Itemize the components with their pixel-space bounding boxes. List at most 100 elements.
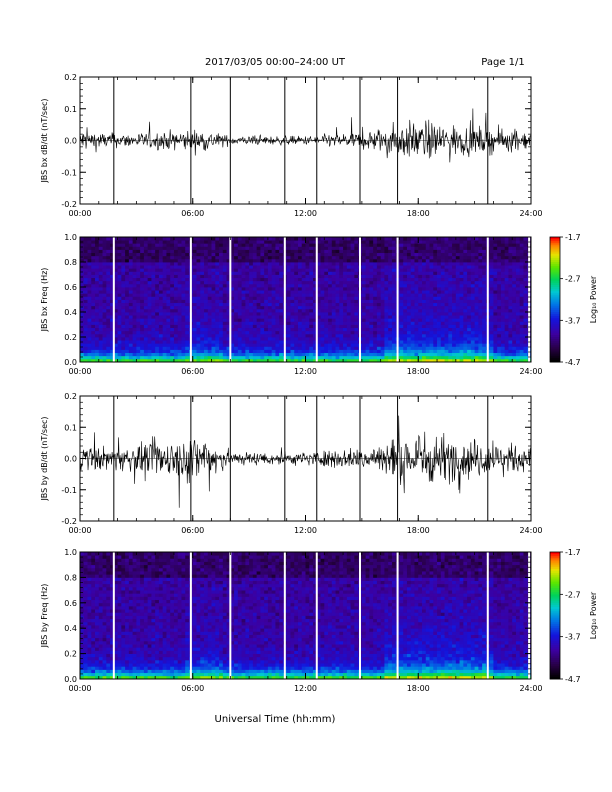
spectrogram-cell [125,352,130,357]
spectrogram-cell [91,330,96,335]
spectrogram-cell [91,265,96,269]
spectrogram-cell [207,302,212,307]
spectrogram-cell [500,277,506,282]
spectrogram-cell [350,352,355,357]
spectrogram-cell [95,315,100,319]
spectrogram-cell [222,246,227,250]
spectrogram-cell [380,346,385,350]
spectrogram-cell [275,318,280,322]
spectrogram-cell [406,355,412,360]
spectrogram-cell [313,305,318,310]
spectrogram-cell [301,333,306,338]
spectrogram-cell [470,340,476,344]
spectrogram-cell [482,340,487,344]
spectrogram-cell [87,302,92,307]
spectrogram-cell [515,268,521,272]
spectrogram-cell [241,271,246,275]
spectrogram-cell [373,352,378,357]
spectrogram-cell [440,280,445,285]
spectrogram-cell [204,355,209,360]
spectrogram-cell [467,255,472,260]
spectrogram-cell [500,302,506,307]
spectrogram-cell [143,290,149,294]
spectrogram-cell [425,268,430,272]
spectrogram-cell [339,293,344,297]
spectrogram-cell [102,337,107,341]
spectrogram-cell [226,340,231,344]
spectrogram-cell [301,237,306,241]
spectrogram-cell [230,293,235,297]
spectrogram-cell [132,255,137,260]
spectrogram-cell [87,340,92,344]
spectrogram-cell [256,302,261,307]
spectrogram-cell [151,290,156,294]
spectrogram-cell [95,333,100,338]
spectrogram-cell [241,299,246,304]
spectrogram-cell [113,346,118,350]
spectrogram-cell [267,324,273,329]
spectrogram-cell [151,296,156,300]
spectrogram-cell [264,268,269,272]
spectrogram-cell [249,349,254,354]
spectrogram-cell [286,262,291,266]
spectrogram-cell [95,274,100,279]
spectrogram-cell [504,249,509,254]
spectrogram-cell [504,237,509,241]
spectrogram-cell [504,271,509,275]
spectrogram-cell [512,277,517,282]
spectrogram-cell [279,324,284,329]
spectrogram-cell [260,330,265,335]
spectrogram-cell [493,337,498,341]
spectrogram-cell [91,249,96,254]
spectrogram-cell [324,258,329,263]
spectrogram-cell [207,305,212,310]
spectrogram-cell [343,240,348,244]
spectrogram-cell [448,271,453,275]
spectrogram-cell [425,271,430,275]
spectrogram-cell [373,305,378,310]
spectrogram-cell [391,324,397,329]
spectrogram-cell [493,255,498,260]
spectrogram-cell [140,302,145,307]
spectrogram-cell [241,321,246,325]
spectrogram-cell [512,293,517,297]
spectrogram-cell [234,271,239,275]
spectrogram-cell [102,299,107,304]
spectrogram-cell [301,271,306,275]
spectrogram-cell [452,340,457,344]
spectrogram-cell [482,333,487,338]
spectrogram-cell [463,327,468,332]
spectrogram-cell [316,327,321,332]
spectrogram-cell [463,255,468,260]
spectrogram-cell [301,258,306,263]
spectrogram-cell [267,358,273,363]
spectrogram-cell [230,271,235,275]
spectrogram-cell [346,318,351,322]
spectrogram-cell [523,343,528,347]
spectrogram-cell [136,346,141,350]
spectrogram-cell [230,352,235,357]
spectrogram-cell [339,312,344,316]
spectrogram-cell [324,305,329,310]
spectrogram-cell [440,252,445,257]
spectrogram-cell [271,237,276,241]
spectrogram-cell [346,302,351,307]
spectrogram-cell [455,268,460,272]
spectrogram-cell [493,333,498,338]
spectrogram-cell [324,337,329,341]
spectrogram-cell [155,312,160,316]
spectrogram-cell [437,302,442,307]
spectrogram-cell [181,312,186,316]
spectrogram-cell [350,343,355,347]
spectrogram-cell [455,324,460,329]
spectrogram-cell [98,246,103,250]
spectrogram-cell [444,327,449,332]
spectrogram-cell [170,293,175,297]
spectrogram-cell [309,305,314,310]
spectrogram-cell [350,333,355,338]
spectrogram-cell [162,330,167,335]
spectrogram-cell [418,262,423,266]
spectrogram-cell [474,249,479,254]
spectrogram-cell [437,330,442,335]
spectrogram-cell [373,346,378,350]
